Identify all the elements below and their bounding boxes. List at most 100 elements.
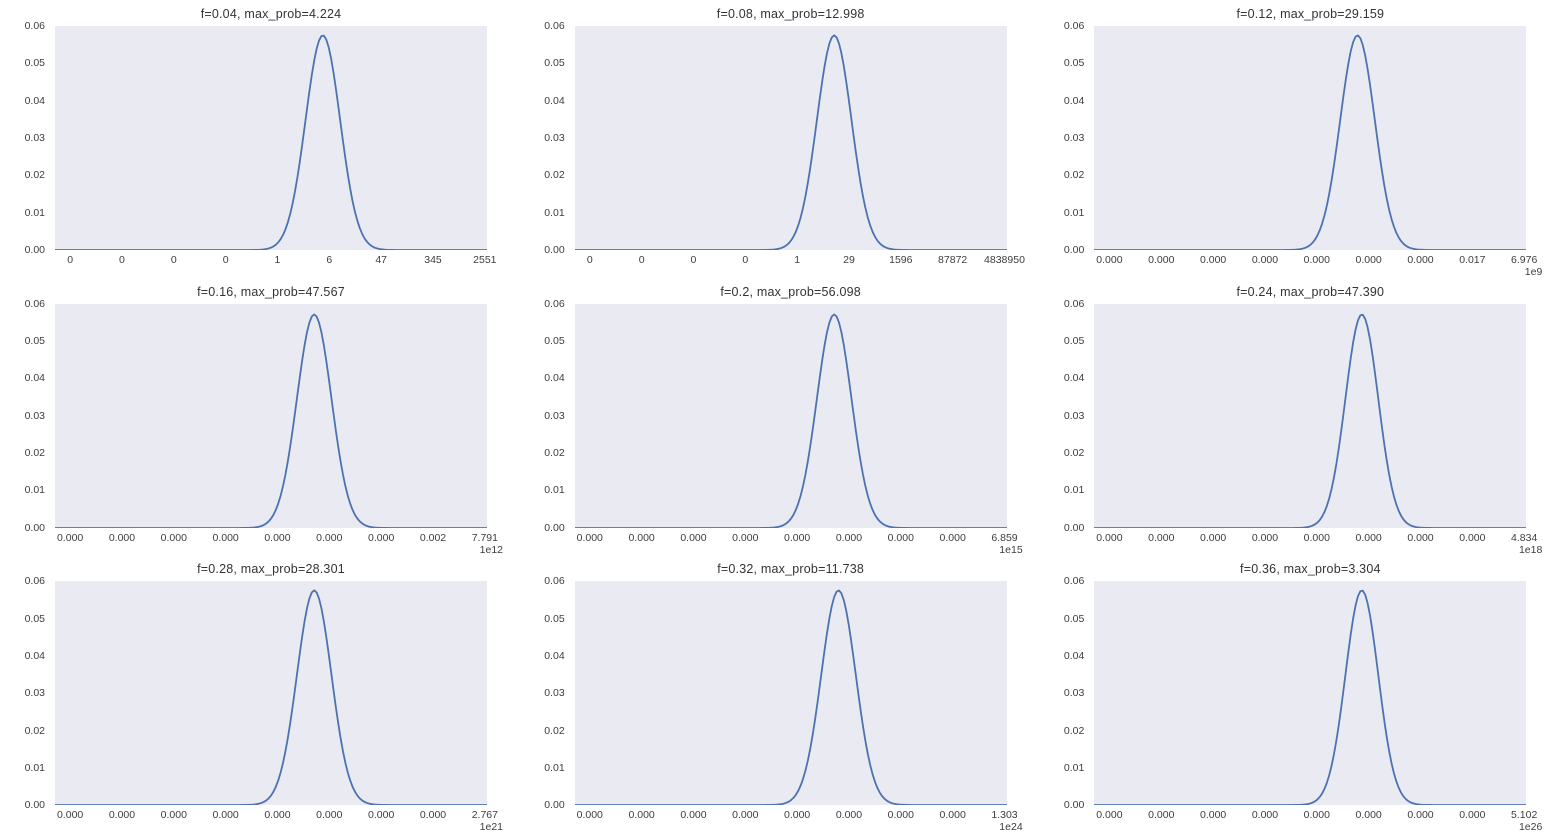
x-tick-label: 0.000 (1148, 254, 1175, 266)
x-axis: 0.000 0.000 0.000 0.000 0.000 0.000 0.000 0.000… (575, 809, 1018, 822)
x-tick-label: 47 (375, 254, 387, 266)
x-tick-label: 7.791 (471, 531, 498, 544)
plot-title: f=0.16, max_prob=47.567 (197, 284, 345, 299)
x-tick-label: 0.000 (835, 531, 863, 544)
y-tick-label: 0.01 (24, 206, 45, 219)
x-tick-label: 0.000 (316, 531, 343, 544)
x-tick-label: 5.102 (1511, 809, 1538, 822)
y-tick-label: 0.00 (1063, 799, 1085, 812)
x-tick-label: 0.000 (939, 531, 966, 544)
x-tick-label: 0.000 (56, 809, 84, 822)
x-axis: 0 0 0 0 1 29 1596 87872 4838950 (575, 254, 1025, 267)
x-axis: 0.000 0.000 0.000 0.000 0.000 0.000 0.000 0.017… (1094, 254, 1537, 267)
x-tick-label: 0.000 (212, 809, 239, 822)
x-tick-label: 0.000 (368, 809, 395, 822)
y-tick-label: 0.01 (1063, 206, 1085, 219)
plot-area (55, 26, 487, 250)
axis-offset-label: 1e9 (1524, 266, 1543, 278)
x-tick-label: 0.000 (1251, 809, 1279, 822)
plot-title: f=0.28, max_prob=28.301 (197, 562, 345, 577)
x-tick-label: 345 (424, 254, 442, 266)
x-tick-label: 0.000 (160, 531, 187, 544)
x-tick-label: 0 (742, 254, 749, 266)
x-tick-label: 0.000 (368, 531, 395, 544)
y-tick-label: 0.02 (1063, 446, 1085, 459)
distribution-curve-svg (55, 34, 487, 250)
y-tick-label: 0.06 (544, 575, 565, 588)
distribution-curve-svg (55, 313, 487, 528)
y-tick-label: 0.02 (544, 446, 565, 459)
x-tick-label: 1.303 (991, 809, 1018, 822)
y-tick-label: 0.04 (1063, 94, 1085, 107)
x-tick-label: 0.000 (835, 809, 863, 822)
x-tick-label: 0 (638, 254, 645, 266)
x-tick-label: 0.000 (1459, 809, 1486, 822)
distribution-curve-svg (55, 589, 487, 806)
x-tick-label: 29 (843, 254, 855, 266)
x-tick-label: 0.000 (212, 531, 239, 544)
x-tick-label: 0.000 (1303, 531, 1330, 544)
x-tick-label: 0.000 (1459, 531, 1486, 544)
y-tick-label: 0.03 (544, 132, 565, 144)
subplot-7: f=0.28, max_prob=28.301 0.00 0.01 0.02 0.03 0… (0, 555, 519, 833)
plot-title: f=0.12, max_prob=29.159 (1236, 7, 1385, 21)
y-tick-label: 0.02 (24, 446, 45, 459)
x-tick-label: 0.002 (419, 531, 447, 544)
y-axis: 0.00 0.01 0.02 0.03 0.04 0.05 0.06 (1039, 575, 1089, 811)
x-tick-label: 0.000 (783, 531, 811, 544)
x-tick-label: 0.000 (576, 531, 603, 544)
axis-offset-label: 1e18 (1518, 543, 1543, 556)
y-tick-label: 0.00 (544, 521, 565, 534)
x-tick-label: 0.000 (1355, 254, 1382, 266)
y-tick-label: 0.01 (544, 484, 565, 497)
plot-area (55, 581, 487, 806)
x-tick-label: 0.000 (628, 531, 655, 544)
x-tick-label: 0.000 (108, 809, 136, 822)
y-tick-label: 0.06 (1063, 297, 1085, 310)
x-tick-label: 0.000 (1096, 531, 1123, 544)
x-tick-label: 6 (326, 254, 333, 266)
x-tick-label: 2.767 (471, 809, 498, 822)
axis-offset-label: 1e24 (999, 821, 1023, 833)
y-tick-label: 0.04 (544, 94, 565, 107)
x-axis: 0.000 0.000 0.000 0.000 0.000 0.000 0.000 0.000… (1094, 809, 1537, 822)
x-tick-label: 0.000 (628, 809, 655, 822)
y-tick-label: 0.03 (1063, 132, 1085, 144)
y-tick-label: 0.00 (24, 799, 45, 812)
subplot-3: f=0.12, max_prob=29.159 0.00 0.01 0.02 0.03 0… (1039, 0, 1558, 278)
subplot-2: f=0.08, max_prob=12.998 0.00 0.01 0.02 0.03 0… (520, 0, 1039, 277)
y-tick-label: 0.05 (1063, 57, 1085, 70)
subplot-5: f=0.2, max_prob=56.098 0.00 0.01 0.02 0.03 0.… (520, 278, 1039, 556)
y-tick-label: 0.05 (1063, 334, 1085, 347)
y-axis: 0.00 0.01 0.02 0.03 0.04 0.05 0.06 (520, 575, 570, 811)
y-tick-label: 0.05 (544, 612, 565, 625)
y-tick-label: 0.04 (1063, 372, 1085, 385)
y-tick-label: 0.02 (24, 724, 45, 737)
x-tick-label: 6.859 (991, 531, 1018, 544)
x-tick-label: 0 (586, 254, 593, 266)
subplot-1: f=0.04, max_prob=4.224 0.00 0.01 0.02 0.03 0.… (0, 0, 519, 277)
y-tick-label: 0.02 (1063, 724, 1085, 737)
y-tick-label: 0.00 (24, 521, 45, 534)
y-tick-label: 0.00 (24, 244, 45, 256)
plot-title: f=0.24, max_prob=47.390 (1236, 284, 1385, 299)
x-tick-label: 0 (222, 254, 229, 266)
y-tick-label: 0.06 (1063, 20, 1085, 32)
x-tick-label: 0.000 (1251, 531, 1279, 544)
x-tick-label: 87872 (938, 254, 968, 266)
axis-offset-label: 1e26 (1518, 821, 1543, 833)
y-tick-label: 0.05 (24, 612, 45, 625)
x-tick-label: 0.000 (732, 531, 759, 544)
x-tick-label: 0.000 (939, 809, 966, 822)
y-tick-label: 0.03 (24, 132, 45, 144)
distribution-curve-svg (1094, 590, 1527, 806)
y-tick-label: 0.06 (24, 575, 45, 588)
y-axis: 0.00 0.01 0.02 0.03 0.04 0.05 0.06 (1039, 298, 1089, 534)
x-tick-label: 0.000 (264, 809, 291, 822)
y-tick-label: 0.00 (544, 244, 565, 256)
y-axis: 0.00 0.01 0.02 0.03 0.04 0.05 0.06 (0, 298, 50, 534)
y-tick-label: 0.06 (544, 20, 565, 32)
x-tick-label: 0.000 (1096, 809, 1123, 822)
y-tick-label: 0.02 (24, 169, 45, 182)
